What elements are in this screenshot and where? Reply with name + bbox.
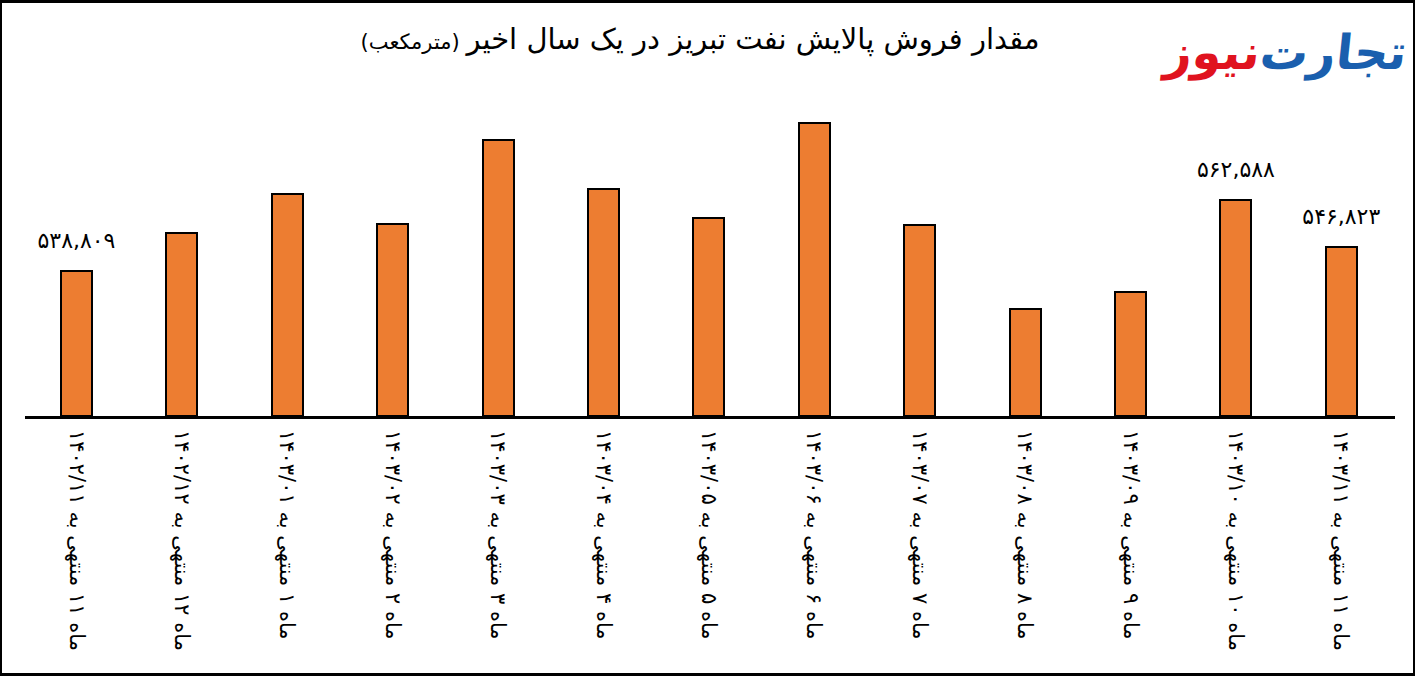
logo-word-news: نیوز [1162,24,1263,80]
tejarat-news-logo: تجارت‌نیوز [1162,24,1410,80]
bar-month-11 [1114,291,1147,417]
bar-month-8 [798,122,831,417]
chart-title-unit: (مترمکعب) [361,30,467,54]
chart-title-text: مقدار فروش پالایش نفت تبریز در یک سال اخ… [466,22,1039,56]
bar-month-5 [482,139,515,417]
bar-month-7 [692,217,725,417]
bar-month-10 [1009,308,1042,417]
data-label-month-12: ۵۶۲,۵۸۸ [1151,159,1321,181]
bar-month-12 [1219,199,1252,417]
data-label-month-13: ۵۴۶,۸۲۳ [1256,206,1415,228]
bar-month-1 [60,270,93,417]
bar-month-2 [165,232,198,417]
x-axis-label-month-13: ماه ۱۱ منتهی به ۱۴۰۳/۱۱ [1353,430,1415,454]
bar-month-6 [587,188,620,417]
bar-month-3 [271,193,304,417]
bar-month-13 [1325,246,1358,417]
logo-word-tejarat: تجارت [1258,24,1410,80]
bar-month-4 [376,223,409,417]
bar-month-9 [903,224,936,417]
data-label-month-1: ۵۳۸,۸۰۹ [0,230,162,252]
